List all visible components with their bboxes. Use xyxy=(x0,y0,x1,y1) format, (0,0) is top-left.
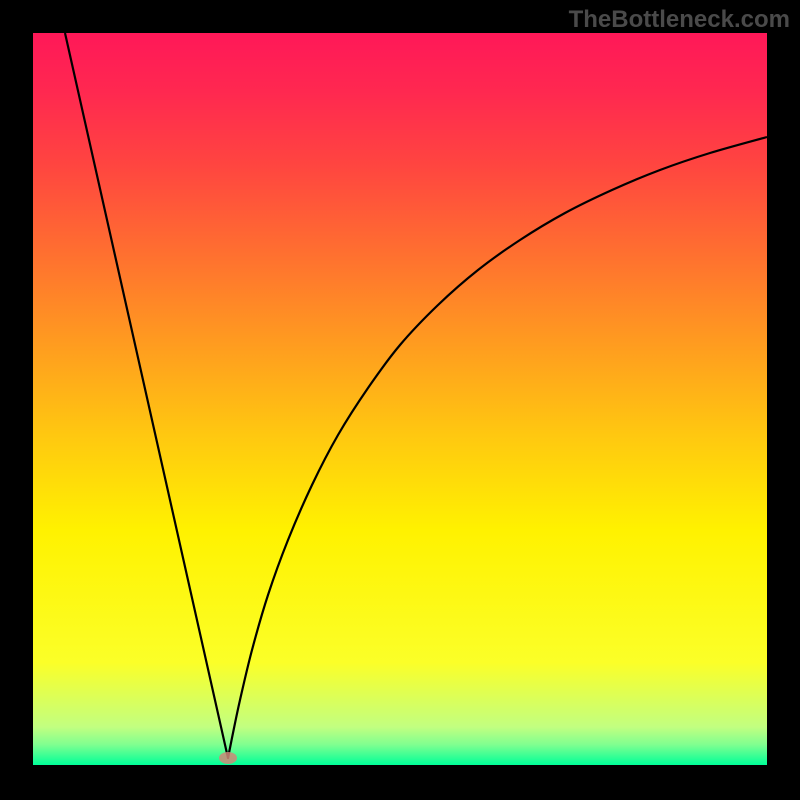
watermark-text: TheBottleneck.com xyxy=(569,6,790,34)
bottleneck-chart xyxy=(0,0,800,800)
minimum-marker xyxy=(219,752,237,764)
chart-gradient-bg xyxy=(33,33,767,765)
